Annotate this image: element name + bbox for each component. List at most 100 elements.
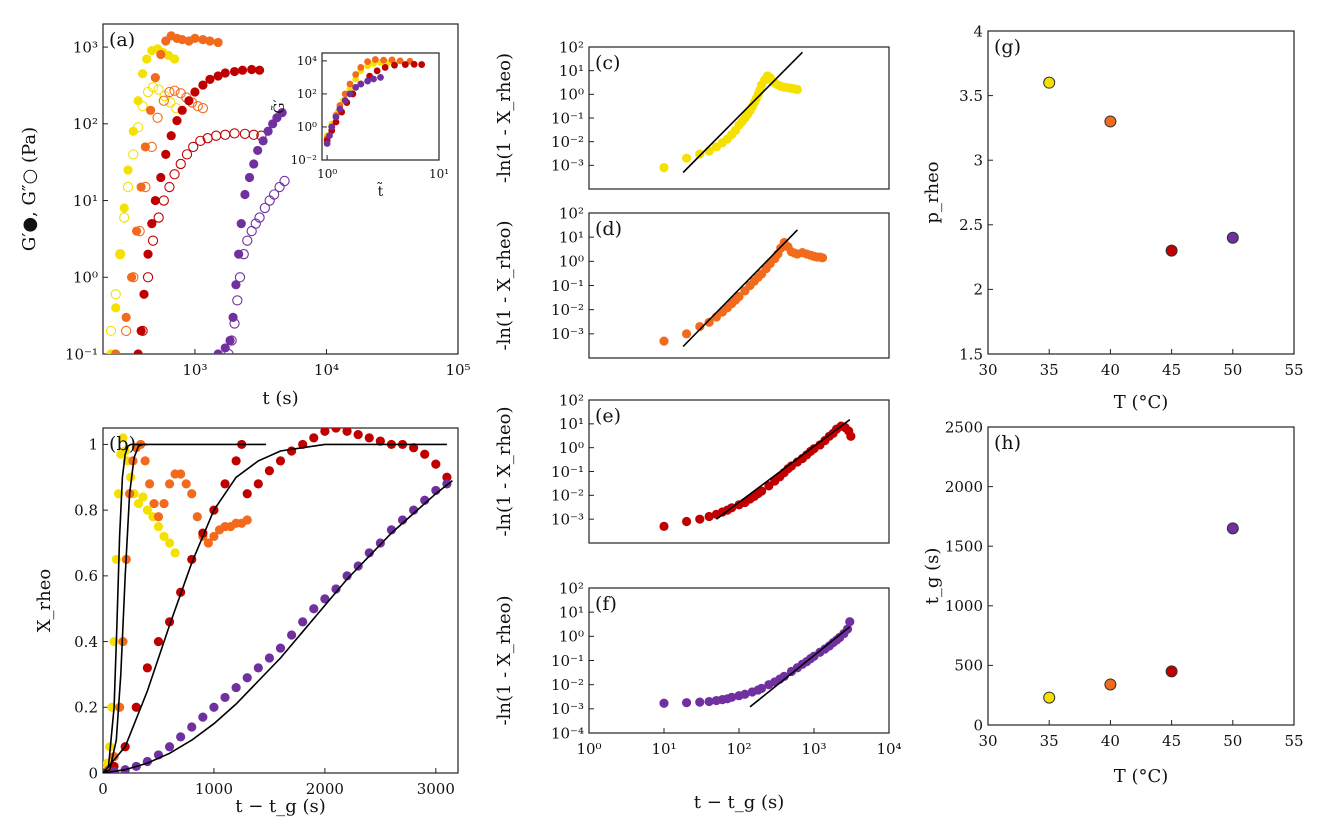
d-y-axis-label: -ln(1 - X_rheo) — [494, 221, 515, 351]
a-data-point — [263, 126, 273, 136]
a-ytick-label: 10² — [73, 115, 98, 133]
c-axes-frame — [588, 46, 890, 190]
a-data-point — [220, 68, 230, 78]
b-xtick-label: 0 — [98, 780, 108, 798]
b-data-point — [275, 456, 286, 466]
a-data-point — [254, 212, 265, 223]
b-data-point — [187, 489, 197, 499]
e-y-axis-label: -ln(1 - X_rheo) — [494, 407, 515, 537]
b-series — [103, 428, 452, 773]
h-panel-label: (h) — [994, 432, 1021, 454]
inset-data-point — [328, 123, 336, 131]
f-xtick-label: 10¹ — [651, 740, 676, 758]
a-data-point — [172, 116, 182, 126]
a-data-point — [258, 136, 268, 146]
a-data-point — [236, 219, 246, 229]
a-data-point — [264, 195, 275, 206]
a-data-point — [254, 65, 265, 75]
a-x-axis-label: t (s) — [262, 388, 298, 409]
f-ytick-label: 10⁻³ — [551, 700, 584, 718]
a-data-point — [213, 349, 223, 354]
inset-data-point — [336, 105, 344, 113]
a-data-point — [147, 235, 159, 246]
inset-ytick-label: 10⁴ — [297, 54, 317, 68]
b-data-point — [164, 742, 175, 752]
a-data-point — [114, 249, 126, 260]
b-data-point — [264, 653, 275, 663]
b-data-point — [187, 722, 197, 732]
h-xtick-label: 55 — [1284, 732, 1303, 750]
panel-c: 10⁻³ 10⁻² 10⁻¹ 10⁰ 10¹ 10² (c) -ln(1 - X_rheo) — [494, 38, 890, 190]
inset-y-axis-label: G̃′ — [270, 99, 288, 113]
a-data-point — [250, 218, 261, 229]
a-xtick-label: 10³ — [182, 361, 207, 379]
inset-data-point — [352, 71, 360, 78]
g-ytick-label: 4 — [973, 22, 983, 40]
b-data-point — [375, 538, 385, 548]
g-ytick-label: 2 — [973, 281, 983, 299]
b-data-point — [176, 732, 186, 742]
a-data-point — [234, 272, 246, 283]
a-data-point — [137, 69, 148, 79]
h-ytick-label: 1500 — [945, 537, 983, 555]
a-data-point — [146, 141, 157, 153]
f-data-point — [695, 697, 705, 707]
a-data-point — [211, 130, 222, 141]
h-ytick-label: 500 — [954, 657, 983, 675]
b-data-point — [153, 636, 164, 647]
a-data-point — [111, 303, 121, 313]
a-data-point — [121, 312, 131, 322]
f-data-point — [845, 617, 855, 627]
c-panel-label: (c) — [595, 52, 620, 74]
b-data-point — [286, 630, 297, 640]
h-ytick-label: 0 — [973, 716, 983, 734]
g-xtick-label: 55 — [1284, 361, 1303, 379]
b-data-point — [109, 636, 119, 647]
f-data-point — [704, 696, 714, 707]
b-data-point — [409, 443, 419, 453]
panel-f: 10⁰ 10¹ 10² 10³ 10⁴ 10⁻⁴ 10⁻³ 10⁻² 10⁻¹ 10⁰ 10¹ 10²… — [494, 579, 902, 813]
b-data-point — [140, 456, 150, 466]
inset-ytick-label: 10⁻² — [291, 153, 318, 167]
d-ytick-label: 10¹ — [559, 228, 584, 246]
f-ytick-label: 10⁰ — [559, 628, 584, 646]
a-data-point — [205, 36, 215, 46]
f-ytick-label: 10⁻⁴ — [551, 724, 584, 742]
c-plot-area — [659, 51, 803, 174]
b-ytick-label: 0.2 — [74, 699, 98, 717]
h-data-point — [1226, 522, 1239, 535]
b-data-point — [364, 433, 374, 443]
e-ytick-label: 10⁻² — [551, 487, 584, 505]
f-xtick-label: 10⁴ — [876, 740, 901, 758]
h-xtick-label: 35 — [1040, 732, 1059, 750]
f-xtick-label: 10³ — [801, 740, 826, 758]
a-data-point — [119, 203, 129, 213]
inset-data-point — [326, 132, 333, 139]
e-data-point — [846, 431, 856, 441]
e-ytick-label: 10⁻³ — [551, 510, 584, 528]
a-data-point — [190, 87, 200, 97]
a-data-point — [140, 181, 151, 193]
inset-data-point — [346, 80, 354, 88]
a-data-point — [259, 202, 270, 214]
d-data-point — [817, 253, 828, 263]
a-data-point — [134, 225, 145, 237]
b-data-point — [142, 663, 152, 673]
b-data-point — [131, 702, 141, 712]
d-fit-line — [682, 229, 798, 348]
inset-data-point — [396, 57, 404, 65]
a-data-point — [239, 128, 251, 140]
d-data-point — [704, 317, 714, 327]
e-axes-frame — [588, 399, 890, 544]
c-ytick-label: 10¹ — [559, 62, 584, 80]
b-data-point — [386, 525, 397, 535]
panel-e: 10⁻³ 10⁻² 10⁻¹ 10⁰ 10¹ 10² (e) -ln(1 - X_rheo) — [494, 391, 890, 544]
h-plot-area — [1043, 522, 1239, 704]
b-data-point — [253, 663, 263, 673]
a-data-point — [220, 343, 230, 353]
a-data-point — [110, 289, 121, 300]
inset-ytick-label: 10⁰ — [297, 120, 317, 134]
b-data-point — [364, 548, 374, 558]
a-data-point — [220, 129, 231, 140]
a-data-point — [195, 135, 206, 146]
